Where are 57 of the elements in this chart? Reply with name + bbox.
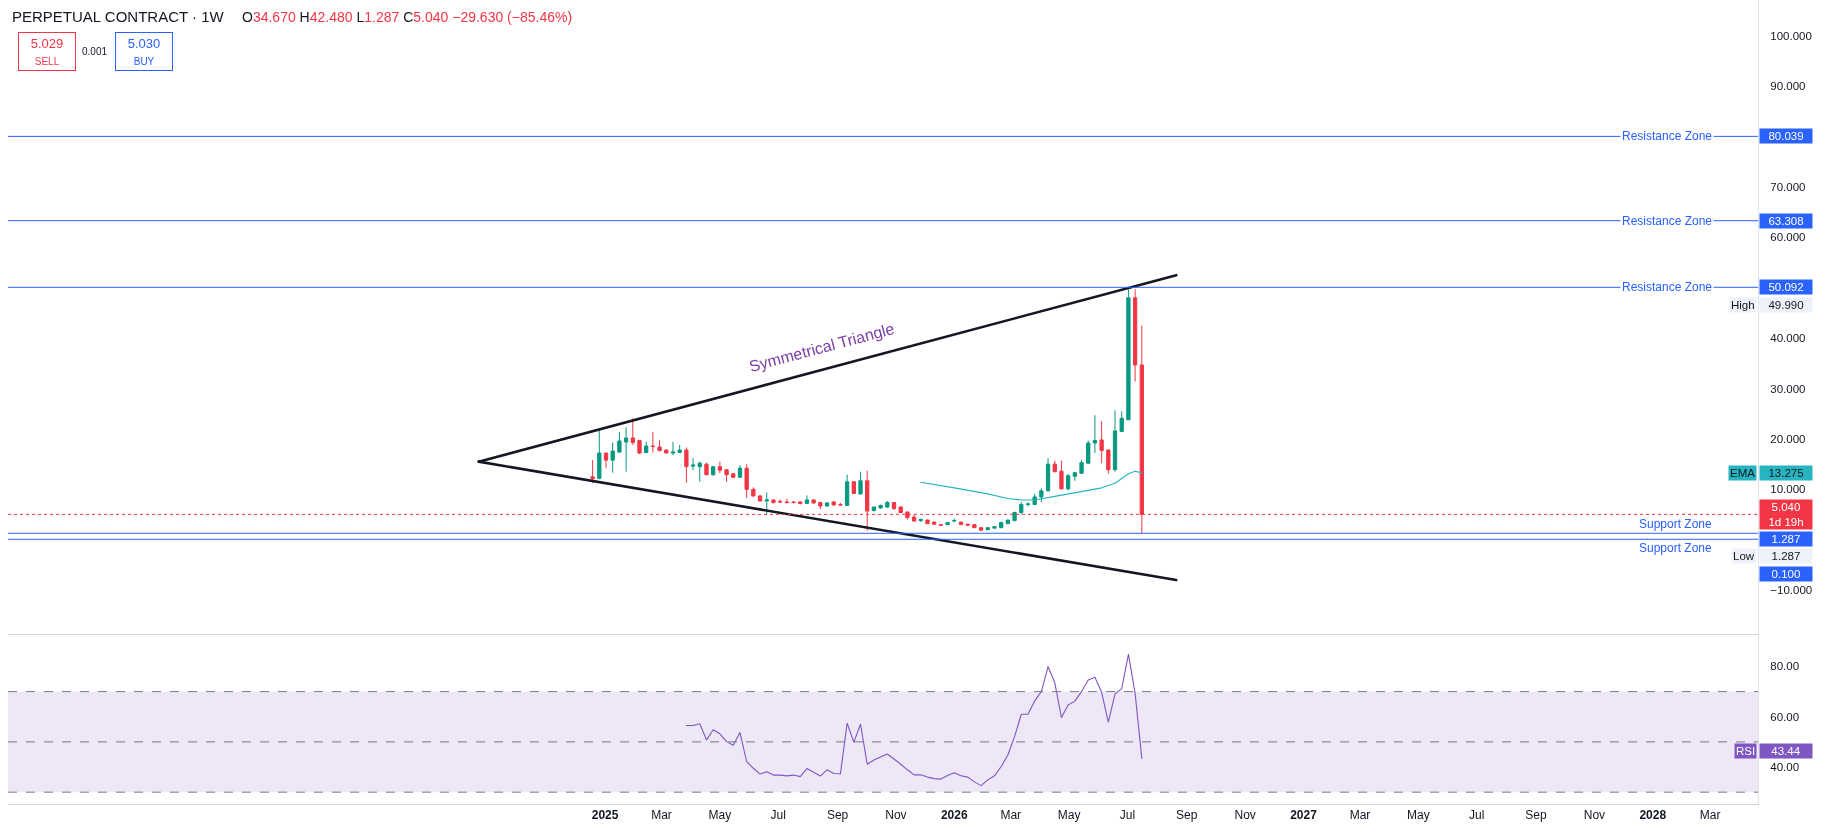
text: PERPETUAL CONTRACT · 1W (12, 8, 225, 26)
x-tick-label: Jul (1469, 808, 1485, 823)
x-tick-label: Nov (1583, 808, 1606, 823)
y-tick-label: 10.000 (1770, 483, 1806, 496)
ref-line-label: 1d 19h (1768, 515, 1804, 528)
text: 43.44 (1771, 745, 1801, 757)
x-tick-label: Jul (770, 808, 786, 823)
y-tick-label: 40.000 (1770, 332, 1806, 345)
x-tick-label: Sep (826, 808, 849, 823)
annotation: 5.029 (30, 36, 64, 51)
x-tick-label: 2028 (1639, 808, 1667, 823)
text: Low 1.287 (1733, 550, 1801, 562)
x-tick-label: 2025 (591, 808, 619, 823)
y-tick-label: 30.000 (1770, 382, 1806, 395)
x-tick-label: Nov (885, 808, 907, 823)
x-tick-label: Sep (1176, 808, 1198, 823)
text: 50.092 (1768, 281, 1804, 293)
annotation: 5.030 (127, 36, 161, 51)
y-tick-label: 90.000 (1770, 80, 1806, 93)
x-tick-label: May (1406, 808, 1430, 823)
text: 5.040 (1771, 501, 1801, 513)
annotation: High 49.990 (1731, 299, 1804, 311)
ref-line-label: Resistance Zone (1622, 280, 1713, 294)
text: 13.275 (1768, 467, 1804, 479)
y-tick-label: 100.000 (1770, 29, 1812, 42)
annotation: SELL (34, 55, 60, 67)
y-tick-label: −10.000 (1770, 584, 1813, 597)
annotation: BUY (133, 55, 155, 67)
legend-label: RSI (1736, 745, 1756, 757)
y-tick-label: 70.000 (1770, 180, 1806, 193)
text: 1.287 (1771, 533, 1801, 545)
text: 0.100 (1771, 568, 1801, 580)
y-tick-label: 20.000 (1770, 432, 1806, 445)
x-tick-label: Sep (1525, 808, 1548, 823)
ref-line-label: Support Zone (1639, 517, 1713, 531)
x-tick-label: Jul (1119, 808, 1136, 823)
annotation: 0.001 (82, 46, 108, 57)
legend-label: EMA (1730, 467, 1756, 479)
x-tick-label: Nov (1234, 808, 1256, 823)
y-tick-label: 80.00 (1770, 660, 1800, 673)
y-tick-label: 60.000 (1770, 231, 1806, 244)
ref-line-label: Resistance Zone (1622, 129, 1713, 143)
x-tick-label: Mar (1699, 808, 1721, 823)
ref-line-label: Resistance Zone (1622, 214, 1713, 228)
text: 63.308 (1768, 215, 1804, 227)
y-tick-label: 40.00 (1770, 761, 1800, 774)
ref-line-label: Support Zone (1639, 541, 1713, 555)
text: 80.039 (1768, 130, 1804, 142)
x-tick-label: Mar (1000, 808, 1022, 823)
x-tick-label: 2027 (1290, 808, 1318, 823)
x-tick-label: 2026 (940, 808, 968, 823)
x-tick-label: May (708, 808, 732, 823)
text: O34.670 H42.480 L1.287 C5.040 −29.630 (−85.46%) (242, 9, 573, 25)
x-tick-label: Mar (1349, 808, 1371, 823)
x-tick-label: May (1057, 808, 1081, 823)
x-tick-label: Mar (651, 808, 672, 823)
y-tick-label: 60.00 (1770, 710, 1800, 723)
